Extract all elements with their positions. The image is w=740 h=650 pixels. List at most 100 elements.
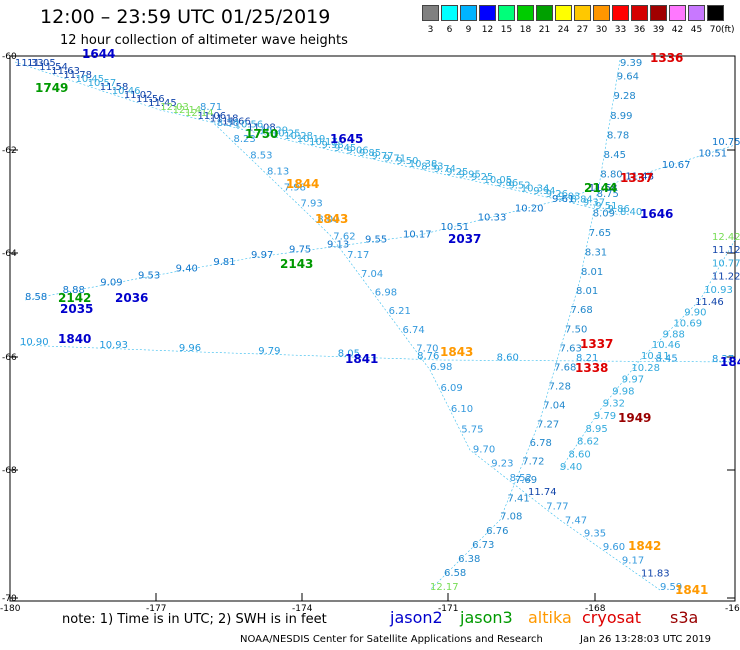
pass-time-altika: 1841	[675, 583, 708, 597]
wave-height-value: 10.57	[88, 78, 117, 89]
legend-level: 33	[614, 25, 627, 35]
wave-height-value: 9.97	[251, 250, 273, 261]
wave-height-value: 10.51	[441, 222, 470, 233]
wave-height-value: 9.53	[138, 271, 160, 282]
wave-height-value: 10.69	[673, 319, 702, 330]
wave-height-value: 7.68	[554, 363, 576, 374]
lon-label: -168	[585, 604, 606, 614]
wave-height-value: 11.56	[136, 94, 165, 105]
wave-height-value: 11.22	[712, 272, 740, 283]
wave-height-value: 11.46	[695, 297, 724, 308]
wave-height-value: 8.09	[593, 209, 615, 220]
wave-height-value: 10.38	[409, 159, 438, 170]
pass-time-jason3: 2143	[280, 257, 313, 271]
wave-height-value: 9.40	[560, 462, 582, 473]
wave-height-value: 10.51	[698, 148, 727, 159]
pass-time-s3a: 1949	[618, 411, 651, 425]
wave-height-value: 11.45	[148, 98, 177, 109]
wave-height-value: 10.19	[297, 134, 326, 145]
pass-time-jason2: 1646	[640, 207, 673, 221]
wave-height-value: 9.35	[584, 529, 606, 540]
wave-height-value: 7.93	[301, 199, 323, 210]
wave-height-value: 9.25	[446, 167, 468, 178]
wave-height-value: 7.41	[507, 493, 529, 504]
wave-height-value: 10.17	[309, 137, 338, 148]
wave-height-value: 8.45	[604, 150, 626, 161]
wave-height-value: 11.33	[15, 58, 44, 69]
legend-level: 70	[709, 25, 722, 35]
pass-time-jason3: 2144	[584, 181, 617, 195]
wave-height-value: 8.36	[217, 118, 239, 129]
pass-time-altika: 1842	[628, 539, 661, 553]
wave-height-value: 7.77	[546, 501, 568, 512]
wave-height-value: 8.45	[656, 353, 678, 364]
wave-height-value: 7.17	[347, 250, 369, 261]
legend-swatch	[536, 5, 553, 21]
legend-swatch	[498, 5, 515, 21]
wave-height-value: 8.84	[571, 195, 593, 206]
legend-unit: (ft)	[721, 25, 735, 35]
wave-height-value: 9.23	[491, 459, 513, 470]
wave-height-value: 9.97	[622, 375, 644, 386]
legend-level: 15	[500, 25, 513, 35]
pass-time-jason3: 2142	[58, 291, 91, 305]
wave-height-value: 9.95	[459, 170, 481, 181]
lon-label: -180	[0, 604, 21, 614]
lat-label: -68	[2, 466, 17, 476]
wave-height-value: 7.69	[515, 475, 537, 486]
wave-height-values: 11.3311.0511.5411.6311.7810.4510.5711.58…	[15, 58, 740, 593]
wave-height-value: 11.58	[589, 183, 618, 194]
wave-height-value: 9.71	[384, 154, 406, 165]
wave-height-value: 9.79	[594, 411, 616, 422]
wave-height-value: 6.10	[451, 404, 473, 415]
lon-label: -177	[146, 604, 166, 614]
pass-time-cryosat: 1338	[575, 361, 608, 375]
wave-height-value: 8.53	[421, 162, 443, 173]
wave-height-value: 11.08	[247, 122, 276, 133]
wave-height-value: 9.51	[595, 201, 617, 212]
lat-label: -66	[2, 353, 17, 363]
plot-frame	[9, 55, 736, 602]
wave-height-value: 9.96	[179, 343, 201, 354]
legend-level: 18	[519, 25, 532, 35]
wave-height-value: 9.09	[100, 278, 122, 289]
wave-height-value: 9.50	[396, 156, 418, 167]
wave-height-value: 8.95	[585, 424, 607, 435]
wave-height-value: 9.03	[558, 192, 580, 203]
wave-height-value: 9.60	[603, 542, 625, 553]
wave-height-value: 8.23	[234, 134, 256, 145]
map-subtitle: 12 hour collection of altimeter wave hei…	[60, 33, 348, 48]
wave-height-value: 6.98	[430, 362, 452, 373]
wave-height-value: 11.58	[100, 82, 129, 93]
wave-height-value: 7.28	[549, 382, 571, 393]
wave-height-value: 10.05	[483, 175, 512, 186]
wave-height-value: 8.62	[577, 437, 599, 448]
legend-swatch	[422, 5, 439, 21]
wave-height-value: 9.74	[434, 164, 456, 175]
wave-height-value: 9.26	[546, 189, 568, 200]
legend-swatch	[441, 5, 458, 21]
wave-height-value: 12.42	[712, 232, 740, 243]
wave-height-value: 11.54	[39, 62, 68, 73]
latitude-labels: -60 -62 -64 -66 -68 -70	[2, 52, 17, 604]
wave-height-value: 9.86	[496, 178, 518, 189]
wave-height-value: 7.50	[565, 324, 587, 335]
satellite-key-s3a: s3a	[670, 608, 699, 627]
track-line	[24, 144, 736, 301]
wave-height-value: 11.83	[641, 569, 670, 580]
wave-height-value: 6.73	[472, 540, 494, 551]
legend-level: 45	[690, 25, 703, 35]
wave-height-value: 8.58	[25, 292, 47, 303]
wave-height-value: 6.74	[402, 325, 424, 336]
wave-height-value: 9.06	[346, 146, 368, 157]
legend-level: 21	[538, 25, 551, 35]
pass-time-cryosat: 1337	[580, 337, 613, 351]
wave-height-value: 8.40	[620, 207, 642, 218]
legend-swatch	[688, 5, 705, 21]
wave-height-value: 8.76	[417, 351, 439, 362]
wave-height-value: 8.52	[510, 473, 532, 484]
wave-height-value: 9.98	[612, 387, 634, 398]
wave-height-value: 10.34	[521, 183, 550, 194]
legend-swatch	[479, 5, 496, 21]
